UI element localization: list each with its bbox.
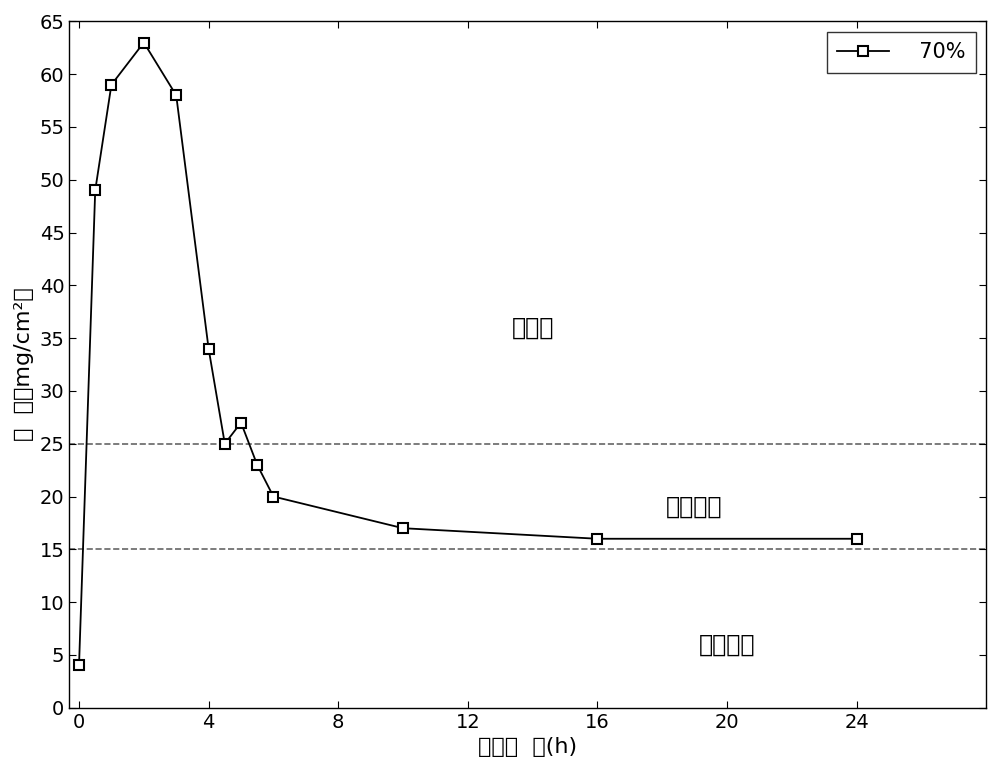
  70% bbox=[219, 439, 231, 449]
X-axis label: 退火时  间(h): 退火时 间(h) bbox=[478, 737, 577, 757]
  70% bbox=[591, 534, 603, 544]
  70% bbox=[105, 80, 117, 89]
Y-axis label: 失  重（mg/cm²）: 失 重（mg/cm²） bbox=[14, 288, 34, 442]
  70% bbox=[138, 38, 150, 47]
Text: 不敏感区: 不敏感区 bbox=[699, 632, 755, 656]
  70% bbox=[851, 534, 863, 544]
  70% bbox=[203, 344, 215, 353]
  70% bbox=[89, 186, 101, 195]
  70% bbox=[170, 91, 182, 100]
Line:   70%: 70% bbox=[74, 38, 861, 670]
  70% bbox=[397, 524, 409, 533]
  70% bbox=[73, 661, 85, 670]
Legend:   70%: 70% bbox=[827, 32, 976, 72]
  70% bbox=[267, 492, 279, 501]
Text: 介敏感区: 介敏感区 bbox=[666, 495, 723, 519]
  70% bbox=[235, 418, 247, 427]
  70% bbox=[251, 460, 263, 470]
Text: 敏感区: 敏感区 bbox=[511, 315, 554, 339]
